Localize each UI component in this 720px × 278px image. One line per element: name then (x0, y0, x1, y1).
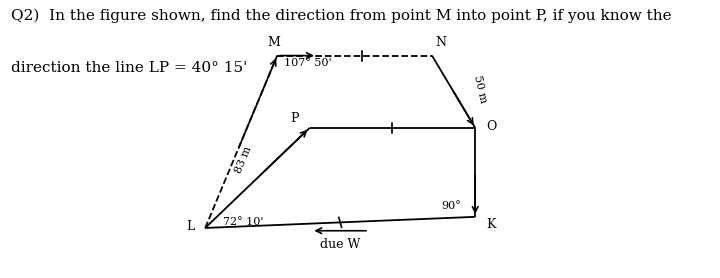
Text: 83 m: 83 m (234, 145, 253, 175)
Text: K: K (486, 218, 495, 231)
Text: due W: due W (320, 238, 361, 251)
Text: 90°: 90° (441, 201, 461, 211)
Text: N: N (436, 36, 446, 49)
Text: P: P (290, 112, 299, 125)
Text: direction the line LP = 40° 15': direction the line LP = 40° 15' (11, 61, 247, 75)
Text: Q2)  In the figure shown, find the direction from point M into point P, if you k: Q2) In the figure shown, find the direct… (11, 8, 672, 23)
Text: 107° 50': 107° 50' (284, 58, 332, 68)
Text: O: O (486, 120, 496, 133)
Text: 72° 10': 72° 10' (223, 217, 264, 227)
Text: L: L (186, 220, 194, 233)
Text: M: M (267, 36, 280, 49)
Text: 50 m: 50 m (472, 74, 487, 104)
